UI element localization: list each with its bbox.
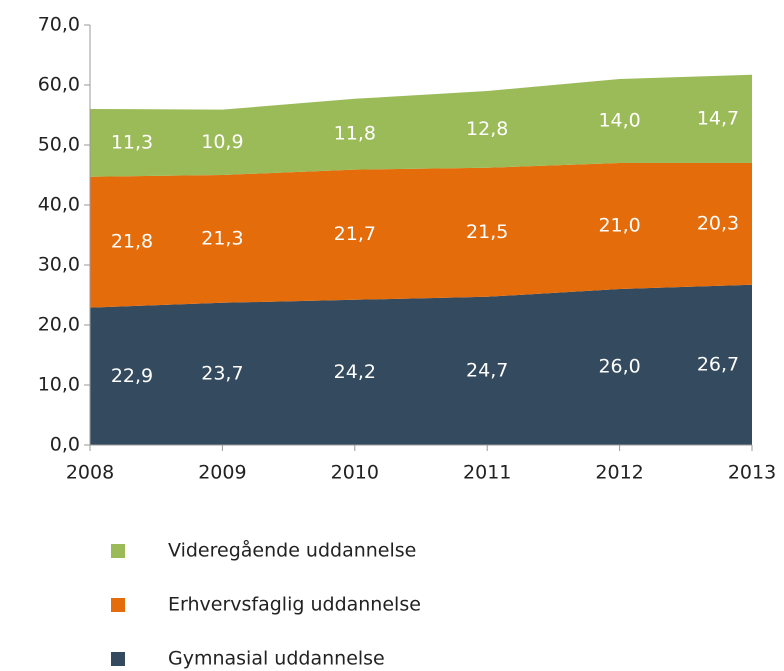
value-label: 26,7 <box>697 353 739 375</box>
value-label: 24,2 <box>334 361 376 383</box>
area <box>90 74 752 177</box>
x-tick-label: 2009 <box>198 462 246 484</box>
area <box>90 284 752 445</box>
y-tick-label: 10,0 <box>38 374 80 396</box>
legend-label: Videregående uddannelse <box>168 539 416 562</box>
value-label: 11,3 <box>111 131 153 153</box>
value-label: 26,0 <box>598 356 640 378</box>
value-label: 14,7 <box>697 107 739 129</box>
legend-swatch <box>111 598 125 612</box>
y-tick-label: 30,0 <box>38 254 80 276</box>
legend-label: Gymnasial uddannelse <box>168 648 385 670</box>
x-tick-label: 2012 <box>595 462 643 484</box>
value-label: 23,7 <box>201 362 243 384</box>
y-tick-label: 0,0 <box>50 434 80 456</box>
value-label: 24,7 <box>466 359 508 381</box>
legend-swatch <box>111 544 125 558</box>
x-tick-label: 2008 <box>66 462 114 484</box>
y-tick-label: 20,0 <box>38 314 80 336</box>
y-tick-label: 70,0 <box>38 14 80 36</box>
value-label: 11,8 <box>334 123 376 145</box>
value-label: 14,0 <box>598 110 640 132</box>
area <box>90 163 752 308</box>
value-label: 21,0 <box>598 215 640 237</box>
legend-swatch <box>111 652 125 666</box>
y-tick-label: 60,0 <box>38 74 80 96</box>
value-label: 21,8 <box>111 231 153 253</box>
y-tick-label: 50,0 <box>38 134 80 156</box>
value-label: 21,3 <box>201 227 243 249</box>
value-label: 21,7 <box>334 223 376 245</box>
x-tick-label: 2011 <box>463 462 511 484</box>
value-label: 22,9 <box>111 365 153 387</box>
legend-label: Erhvervsfaglig uddannelse <box>168 594 421 616</box>
value-label: 20,3 <box>697 212 739 234</box>
y-tick-label: 40,0 <box>38 194 80 216</box>
value-label: 21,5 <box>466 221 508 243</box>
x-tick-label: 2013 <box>728 462 776 484</box>
value-label: 10,9 <box>201 131 243 153</box>
value-label: 12,8 <box>466 118 508 140</box>
x-tick-label: 2010 <box>331 462 379 484</box>
